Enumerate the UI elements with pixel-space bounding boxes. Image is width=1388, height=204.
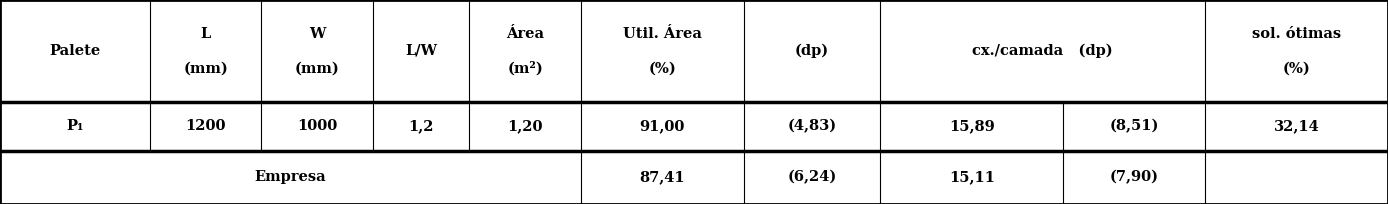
Text: 32,14: 32,14 [1274, 120, 1320, 133]
Text: (7,90): (7,90) [1109, 170, 1159, 185]
Text: 1000: 1000 [297, 120, 337, 133]
Bar [0, 102, 1388, 151]
Bar [0, 151, 1388, 204]
Text: L: L [200, 27, 211, 41]
Text: sol. ótimas: sol. ótimas [1252, 27, 1341, 41]
Text: W: W [310, 27, 325, 41]
Bar [0, 0, 1388, 102]
Text: Empresa: Empresa [254, 171, 326, 184]
Text: (mm): (mm) [294, 61, 340, 75]
Text: 1200: 1200 [185, 120, 226, 133]
Text: (dp): (dp) [795, 44, 829, 58]
Text: Palete: Palete [49, 44, 100, 58]
Text: (6,24): (6,24) [787, 170, 837, 185]
Text: (%): (%) [648, 61, 676, 75]
Text: 1,2: 1,2 [408, 120, 434, 133]
Text: (8,51): (8,51) [1109, 119, 1159, 134]
Text: (4,83): (4,83) [787, 119, 837, 134]
Text: 15,11: 15,11 [949, 171, 995, 184]
Text: L/W: L/W [405, 44, 437, 58]
Text: 87,41: 87,41 [640, 171, 686, 184]
Text: Área: Área [507, 27, 544, 41]
Text: P₁: P₁ [67, 120, 83, 133]
Text: Util. Área: Util. Área [623, 27, 702, 41]
Text: 91,00: 91,00 [640, 120, 686, 133]
Text: 15,89: 15,89 [949, 120, 995, 133]
Text: 1,20: 1,20 [508, 120, 543, 133]
Text: (m²): (m²) [507, 61, 543, 75]
Text: cx./camada   (dp): cx./camada (dp) [973, 44, 1113, 58]
Text: (%): (%) [1283, 61, 1310, 75]
Text: (mm): (mm) [183, 61, 228, 75]
